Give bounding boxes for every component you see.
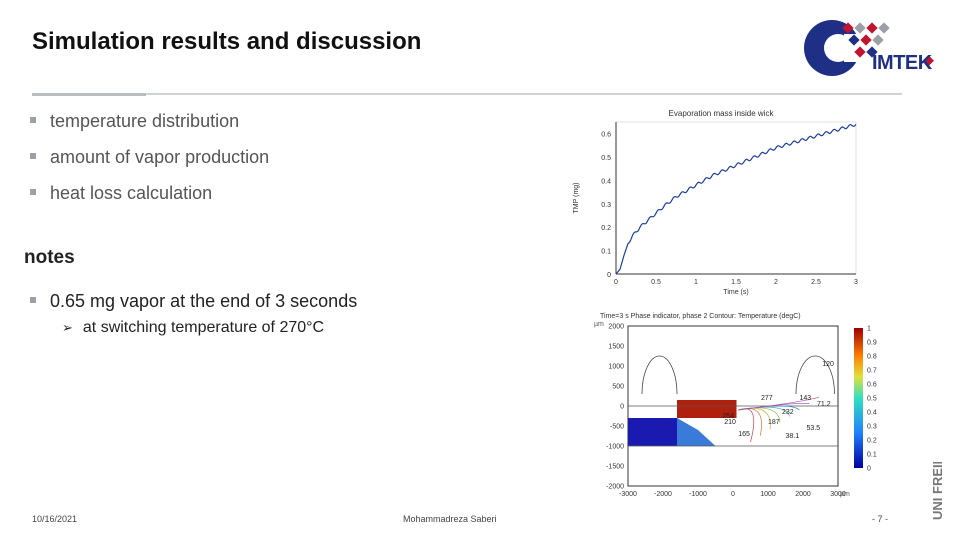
contour-value-label: 71.2 [817, 401, 831, 408]
y-tick-label: -2000 [606, 484, 624, 491]
x-tick-label: -1000 [689, 491, 707, 498]
contour-plot-svg: Time=3 s Phase indicator, phase 2 Contou… [594, 313, 877, 498]
y-unit-label: µm [594, 321, 604, 328]
right-dome [795, 355, 835, 395]
vapor-wick-region [677, 400, 737, 418]
bullet-marker [30, 153, 36, 160]
x-axis-label: Time (s) [723, 289, 748, 296]
contour-value-label: 53.5 [807, 425, 821, 432]
colorbar-tick-label: 0.6 [867, 382, 877, 389]
colorbar-tick-label: 0 [867, 466, 871, 473]
bullet-marker [30, 189, 36, 196]
bullet-text: heat loss calculation [50, 183, 213, 203]
x-tick-label: 3 [854, 279, 858, 286]
bullet-item: amount of vapor production [30, 147, 269, 168]
contour-value-label: 277 [761, 395, 773, 402]
x-tick-label: 1 [694, 279, 698, 286]
x-tick-label: 2.5 [811, 279, 821, 286]
uni-freiburg-logo: UNI FREIBURG [912, 426, 952, 522]
colorbar-tick-label: 0.3 [867, 424, 877, 431]
y-tick-label: -500 [610, 424, 624, 431]
footer-author: Mohammadreza Saberi [403, 514, 497, 524]
contour-value-label: 143 [800, 395, 812, 402]
bullet-text: amount of vapor production [50, 147, 270, 167]
colorbar-tick-label: 1 [867, 326, 871, 333]
evaporation-chart-svg: Evaporation mass inside wick 0 0.1 0.2 0.3 0.… [573, 109, 858, 296]
x-tick-label: 2000 [795, 491, 811, 498]
x-tick-label: -2000 [654, 491, 672, 498]
contour-value-label: 120 [822, 361, 834, 368]
colorbar-tick-label: 0.9 [867, 340, 877, 347]
y-tick-label: 1500 [608, 344, 624, 351]
uni-freiburg-logo-graphic: UNI FREIBURG [930, 426, 945, 520]
y-tick-label: 2000 [608, 324, 624, 331]
x-tick-label: 1000 [760, 491, 776, 498]
y-tick-label: 0.3 [601, 202, 611, 209]
colorbar-tick-label: 0.4 [867, 410, 877, 417]
bullet-marker [30, 117, 36, 124]
notes-heading: notes [24, 247, 75, 268]
bullet-item: temperature distribution [30, 111, 239, 132]
x-tick-label: 0 [731, 491, 735, 498]
uni-freiburg-text: UNI FREIBURG [930, 462, 945, 520]
x-tick-label: 1.5 [731, 279, 741, 286]
x-unit-label: µm [840, 491, 850, 498]
colorbar-tick-label: 0.1 [867, 452, 877, 459]
bullet-text: temperature distribution [50, 111, 240, 131]
y-tick-label: -1000 [606, 444, 624, 451]
y-tick-label: 0 [607, 272, 611, 279]
imtek-logo-graphic [804, 20, 934, 76]
left-dome [641, 355, 678, 395]
y-tick-label: 500 [612, 384, 624, 391]
title-divider [32, 93, 902, 95]
y-tick-label: -1500 [606, 464, 624, 471]
chart-title: Evaporation mass inside wick [669, 109, 775, 118]
contour-value-label: 38.1 [786, 433, 800, 440]
contour-value-label: 232 [782, 409, 794, 416]
plot-area [615, 121, 857, 275]
x-tick-label: 0 [614, 279, 618, 286]
transition-region [677, 418, 716, 446]
y-tick-label: 0.2 [601, 225, 611, 232]
contour-value-label: 254 [723, 413, 735, 420]
x-tick-label: 0.5 [651, 279, 661, 286]
temperature-contour-line [738, 396, 820, 411]
y-tick-label: 0 [620, 404, 624, 411]
note-bullet-text: 0.65 mg vapor at the end of 3 seconds [50, 291, 358, 311]
contour-value-label: 187 [768, 419, 780, 426]
y-tick-label: 1000 [608, 364, 624, 371]
imtek-logo-text: IMTEK [872, 52, 932, 74]
y-tick-label: 0.1 [601, 249, 611, 256]
bullet-marker [30, 297, 36, 304]
title-divider-accent [32, 93, 146, 96]
y-tick-label: 0.4 [601, 178, 611, 185]
arrow-icon: ➢ [62, 320, 73, 335]
x-tick-label: -3000 [619, 491, 637, 498]
x-tick-label: 2 [774, 279, 778, 286]
contour-value-label: 165 [738, 431, 750, 438]
liquid-region [628, 418, 677, 446]
imtek-logo [800, 14, 940, 84]
evaporation-chart: Evaporation mass inside wick 0 0.1 0.2 0.3 0.… [568, 100, 868, 300]
evaporation-series-line [615, 123, 857, 275]
note-sub-bullet: ➢ at switching temperature of 270°C [62, 319, 324, 337]
colorbar-tick-label: 0.2 [867, 438, 877, 445]
y-axis-label: TMP (mg) [573, 183, 580, 214]
contour-value-label: 210 [724, 419, 736, 426]
slide-title: Simulation results and discussion [32, 28, 422, 55]
bullet-item: heat loss calculation [30, 183, 212, 204]
y-tick-label: 0.5 [601, 155, 611, 162]
colorbar-tick-label: 0.7 [867, 368, 877, 375]
colorbar-tick-label: 0.5 [867, 396, 877, 403]
footer-date: 10/16/2021 [32, 514, 78, 524]
y-tick-label: 0.6 [601, 132, 611, 139]
colorbar-tick-label: 0.8 [867, 354, 877, 361]
x-tick-label: 3000 [830, 491, 846, 498]
footer-page-number: - 7 - [872, 514, 889, 524]
temperature-contour-plot: Time=3 s Phase indicator, phase 2 Contou… [592, 306, 892, 506]
note-sub-text: at switching temperature of 270°C [82, 319, 325, 336]
contour-title: Time=3 s Phase indicator, phase 2 Contou… [600, 313, 801, 320]
colorbar [854, 328, 863, 468]
note-bullet: 0.65 mg vapor at the end of 3 seconds [30, 291, 357, 312]
